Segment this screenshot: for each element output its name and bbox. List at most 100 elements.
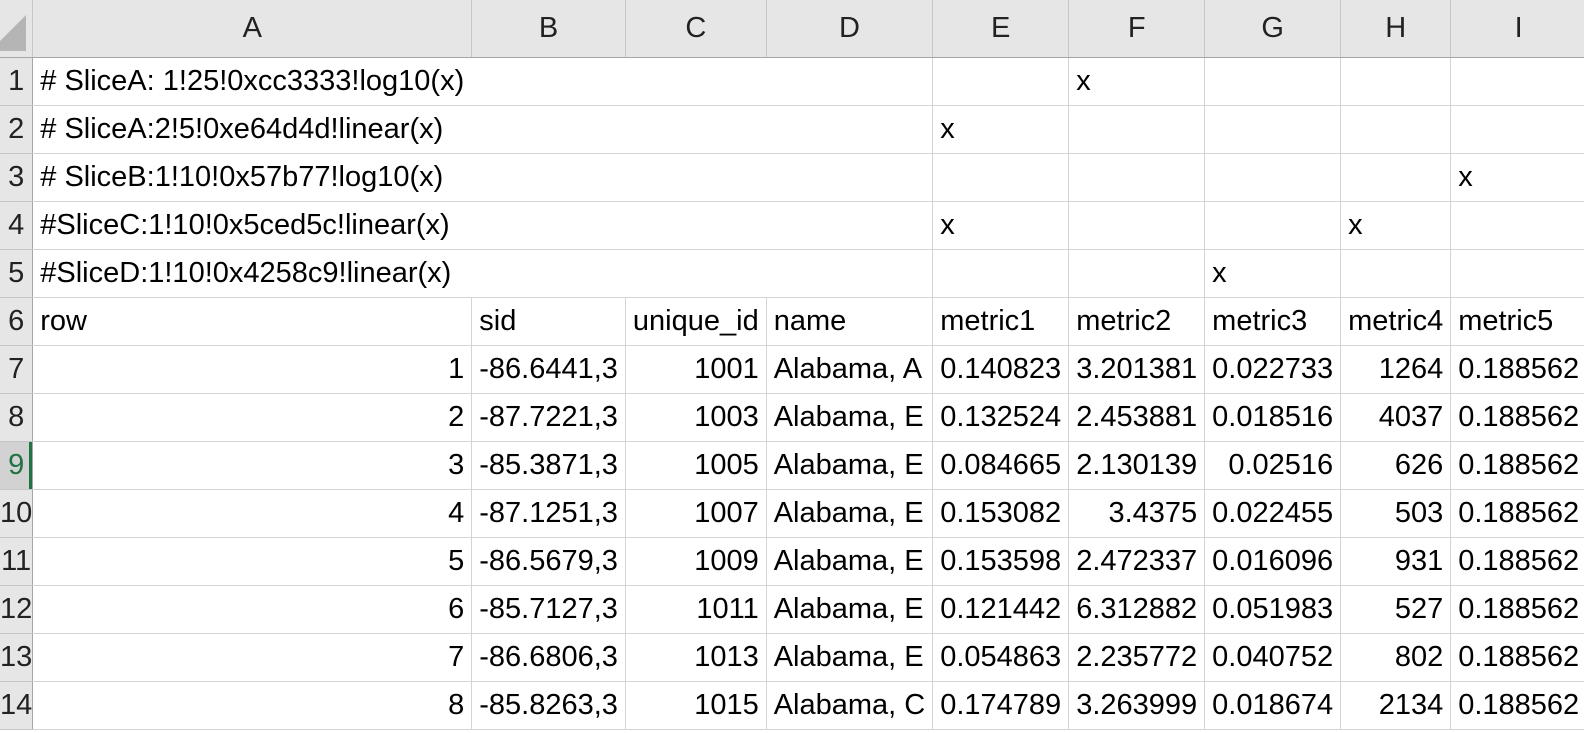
cell-h10[interactable]: 503: [1340, 489, 1452, 538]
cell-f13[interactable]: 2.235772: [1068, 633, 1206, 682]
cell-f3[interactable]: [1068, 153, 1206, 202]
row-header-5[interactable]: 5: [0, 249, 34, 298]
cell-g7[interactable]: 0.022733: [1204, 345, 1342, 394]
cell-h3[interactable]: [1340, 153, 1452, 202]
cell-f7[interactable]: 3.201381: [1068, 345, 1206, 394]
cell-d11[interactable]: Alabama, E: [766, 537, 934, 586]
cell-f2[interactable]: [1068, 105, 1206, 154]
cell-b1[interactable]: [471, 57, 626, 106]
cell-f10[interactable]: 3.4375: [1068, 489, 1206, 538]
cell-g11[interactable]: 0.016096: [1204, 537, 1342, 586]
cell-h9[interactable]: 626: [1340, 441, 1452, 490]
cell-a11[interactable]: 5: [32, 537, 473, 586]
cell-d2[interactable]: [766, 105, 934, 154]
cell-h8[interactable]: 4037: [1340, 393, 1452, 442]
cell-e3[interactable]: [932, 153, 1070, 202]
cell-b14[interactable]: -85.8263,3: [471, 681, 626, 730]
cell-i7[interactable]: 0.188562: [1450, 345, 1584, 394]
cell-a5[interactable]: #SliceD:1!10!0x4258c9!linear(x): [32, 249, 472, 298]
cell-i2[interactable]: [1450, 105, 1584, 154]
column-header-c[interactable]: C: [625, 0, 767, 58]
cell-c4[interactable]: [625, 201, 767, 250]
cell-h6[interactable]: metric4: [1340, 297, 1452, 346]
cell-i14[interactable]: 0.188562: [1450, 681, 1584, 730]
cell-f8[interactable]: 2.453881: [1068, 393, 1206, 442]
cell-e9[interactable]: 0.084665: [932, 441, 1070, 490]
column-header-e[interactable]: E: [932, 0, 1070, 58]
cell-d7[interactable]: Alabama, A: [766, 345, 934, 394]
column-header-i[interactable]: I: [1450, 0, 1584, 58]
cell-e6[interactable]: metric1: [932, 297, 1070, 346]
cell-c1[interactable]: [625, 57, 767, 106]
cell-f5[interactable]: [1068, 249, 1206, 298]
cell-e1[interactable]: [932, 57, 1070, 106]
cell-h7[interactable]: 1264: [1340, 345, 1452, 394]
cell-f6[interactable]: metric2: [1068, 297, 1206, 346]
row-header-9[interactable]: 9: [0, 441, 34, 490]
cell-i3[interactable]: x: [1450, 153, 1584, 202]
column-header-a[interactable]: A: [32, 0, 473, 58]
cell-i1[interactable]: [1450, 57, 1584, 106]
cell-e4[interactable]: x: [932, 201, 1070, 250]
cell-g13[interactable]: 0.040752: [1204, 633, 1342, 682]
cell-e10[interactable]: 0.153082: [932, 489, 1070, 538]
cell-a3[interactable]: # SliceB:1!10!0x57b77!log10(x): [32, 153, 472, 202]
cell-g9[interactable]: 0.02516: [1204, 441, 1342, 490]
cell-a12[interactable]: 6: [32, 585, 473, 634]
cell-e5[interactable]: [932, 249, 1070, 298]
cell-c2[interactable]: [625, 105, 767, 154]
cell-i8[interactable]: 0.188562: [1450, 393, 1584, 442]
cell-a6[interactable]: row: [32, 297, 473, 346]
cell-h2[interactable]: [1340, 105, 1452, 154]
row-header-3[interactable]: 3: [0, 153, 34, 202]
cell-b9[interactable]: -85.3871,3: [471, 441, 626, 490]
cell-f11[interactable]: 2.472337: [1068, 537, 1206, 586]
row-header-6[interactable]: 6: [0, 297, 34, 346]
cell-b2[interactable]: [471, 105, 626, 154]
cell-g12[interactable]: 0.051983: [1204, 585, 1342, 634]
cell-d8[interactable]: Alabama, E: [766, 393, 934, 442]
cell-d1[interactable]: [766, 57, 934, 106]
cell-g6[interactable]: metric3: [1204, 297, 1342, 346]
cell-i4[interactable]: [1450, 201, 1584, 250]
row-header-2[interactable]: 2: [0, 105, 34, 154]
cell-b12[interactable]: -85.7127,3: [471, 585, 626, 634]
cell-a1[interactable]: # SliceA: 1!25!0xcc3333!log10(x): [32, 57, 472, 106]
cell-g10[interactable]: 0.022455: [1204, 489, 1342, 538]
cell-i9[interactable]: 0.188562: [1450, 441, 1584, 490]
cell-c12[interactable]: 1011: [625, 585, 767, 634]
cell-c6[interactable]: unique_id: [625, 297, 767, 346]
cell-c10[interactable]: 1007: [625, 489, 767, 538]
cell-h11[interactable]: 931: [1340, 537, 1452, 586]
cell-h13[interactable]: 802: [1340, 633, 1452, 682]
row-header-13[interactable]: 13: [0, 633, 34, 682]
cell-b11[interactable]: -86.5679,3: [471, 537, 626, 586]
cell-b3[interactable]: [471, 153, 626, 202]
cell-c3[interactable]: [625, 153, 767, 202]
row-header-10[interactable]: 10: [0, 489, 34, 538]
cell-h1[interactable]: [1340, 57, 1452, 106]
cell-h5[interactable]: [1340, 249, 1452, 298]
cell-h14[interactable]: 2134: [1340, 681, 1452, 730]
column-header-f[interactable]: F: [1068, 0, 1206, 58]
cell-a4[interactable]: #SliceC:1!10!0x5ced5c!linear(x): [32, 201, 472, 250]
cell-e13[interactable]: 0.054863: [932, 633, 1070, 682]
cell-d13[interactable]: Alabama, E: [766, 633, 934, 682]
row-header-1[interactable]: 1: [0, 57, 34, 106]
cell-a8[interactable]: 2: [32, 393, 473, 442]
cell-d14[interactable]: Alabama, C: [766, 681, 934, 730]
cell-f4[interactable]: [1068, 201, 1206, 250]
cell-i12[interactable]: 0.188562: [1450, 585, 1584, 634]
row-header-4[interactable]: 4: [0, 201, 34, 250]
cell-g3[interactable]: [1204, 153, 1342, 202]
cell-g8[interactable]: 0.018516: [1204, 393, 1342, 442]
cell-c13[interactable]: 1013: [625, 633, 767, 682]
select-all-button[interactable]: [0, 0, 34, 58]
cell-a9[interactable]: 3: [32, 441, 473, 490]
cell-b4[interactable]: [471, 201, 626, 250]
cell-h4[interactable]: x: [1340, 201, 1452, 250]
cell-e2[interactable]: x: [932, 105, 1070, 154]
cell-a13[interactable]: 7: [32, 633, 473, 682]
cell-g14[interactable]: 0.018674: [1204, 681, 1342, 730]
